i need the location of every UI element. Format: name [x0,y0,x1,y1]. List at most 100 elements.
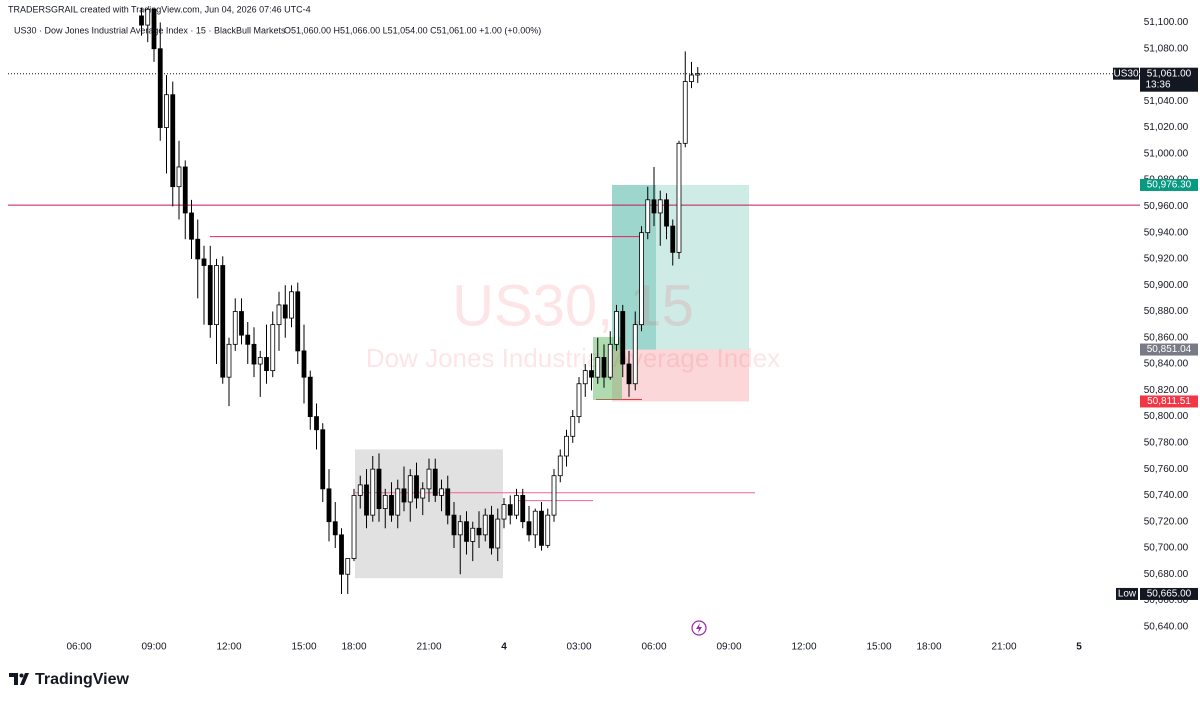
candle-body [307,376,313,417]
last-price-label: 51,061.00 [1147,68,1192,79]
x-tick-label: 15:00 [866,642,891,653]
y-tick-label: 50,660.00 [1144,595,1189,606]
candle-body [539,510,544,546]
candle-body [645,199,651,234]
x-tick-label: 03:00 [566,642,591,653]
candle-body [295,291,301,352]
chart-title: US30 · Dow Jones Industrial Average Inde… [14,25,286,35]
y-tick-label: 50,920.00 [1144,254,1189,265]
candle-body [345,558,351,575]
tradingview-logo[interactable]: TradingView [9,671,130,688]
x-tick-label: 12:00 [216,642,241,653]
low-tag: Low [1118,589,1137,600]
candle-body [320,429,326,490]
candle-body [395,488,401,516]
low-price-label: 50,665.00 [1147,589,1192,600]
candle-body [401,488,407,503]
candle-body [239,311,244,336]
x-tick-label: 21:00 [416,642,441,653]
target-label: 50,976.30 [1147,180,1192,191]
candle-body [514,495,519,516]
y-tick-label: 50,780.00 [1144,438,1189,449]
y-tick-label: 51,080.00 [1144,43,1189,54]
candle-body [601,357,607,378]
candle-body [482,514,488,536]
credit: TRADERSGRAIL created with TradingView.co… [8,4,311,14]
plot-layer [139,8,701,594]
candle-body [282,304,288,319]
candle-body [314,416,319,431]
candle-body [289,291,294,319]
candle-body [170,94,176,188]
candle-body [464,521,469,542]
candle-body [151,8,157,50]
y-tick-label: 50,700.00 [1144,543,1189,554]
symbol-tag: US30 [1113,68,1138,79]
target-label-bg [1140,178,1198,191]
x-tick-label: 15:00 [291,642,316,653]
candle-body [370,468,376,516]
candle-body [670,225,676,253]
x-tick-label: 09:00 [141,642,166,653]
candle-body [476,527,482,536]
candle-body [420,488,426,499]
y-tick-label: 51,020.00 [1144,122,1189,133]
y-tick-label: 51,100.00 [1144,17,1189,28]
y-tick-label: 50,900.00 [1144,280,1189,291]
candle-body [470,527,476,542]
candle-body [626,363,632,385]
candle-body [332,521,338,536]
x-tick-label: 5 [1076,642,1082,653]
candle-body [445,488,451,516]
candle-body [414,475,419,499]
y-tick-label: 50,860.00 [1144,332,1189,343]
x-tick-label: 06:00 [641,642,666,653]
candle-body [407,475,413,503]
x-tick-label: 12:00 [791,642,816,653]
candle-body [651,199,657,214]
x-tick-label: 09:00 [716,642,741,653]
candle-body [676,142,682,253]
y-tick-label: 50,940.00 [1144,227,1189,238]
candle-body [276,304,282,326]
stop-label: 50,811.51 [1147,396,1191,407]
low-tag-bg [1116,587,1138,600]
candle-body [195,238,201,260]
candle-body [351,495,357,559]
candle-body [457,521,463,536]
candle-body [589,370,594,378]
candle-body [389,495,394,516]
x-tick-label: 18:00 [341,642,366,653]
candle-body [339,534,344,575]
x-tick-label: 06:00 [66,642,91,653]
candle-body [639,232,644,326]
logo-text: TradingView [35,671,130,688]
y-tick-label: 50,800.00 [1144,411,1189,422]
y-tick-label: 50,820.00 [1144,385,1189,396]
watermark-symbol: US30, 15 [452,273,694,338]
x-tick-label: 4 [501,642,507,653]
y-tick-label: 50,840.00 [1144,359,1189,370]
stop-label-bg [1140,395,1198,408]
axis-layer: 50,640.00 50,660.00 50,680.00 50,700.00 50,7… [66,17,1198,653]
y-tick-label: 50,760.00 [1144,464,1189,475]
candle-body [620,311,626,365]
candle-body [301,350,307,378]
candle-body [264,357,269,372]
y-tick-label: 51,040.00 [1144,96,1189,107]
candle-body [326,488,332,523]
candle-body [257,357,263,365]
symbol-tag-bg [1113,67,1139,80]
candle-body [507,504,513,516]
candle-body [232,311,238,345]
candle-body [251,343,257,365]
candle-body [451,514,457,536]
event-icon[interactable] [691,620,707,636]
candle-body [545,514,551,546]
candle-body [270,324,276,372]
candle-body [201,258,207,266]
candle-body [376,468,382,509]
candle-body [526,521,532,536]
candle-body [607,343,613,378]
entry-label-bg [1140,343,1198,356]
